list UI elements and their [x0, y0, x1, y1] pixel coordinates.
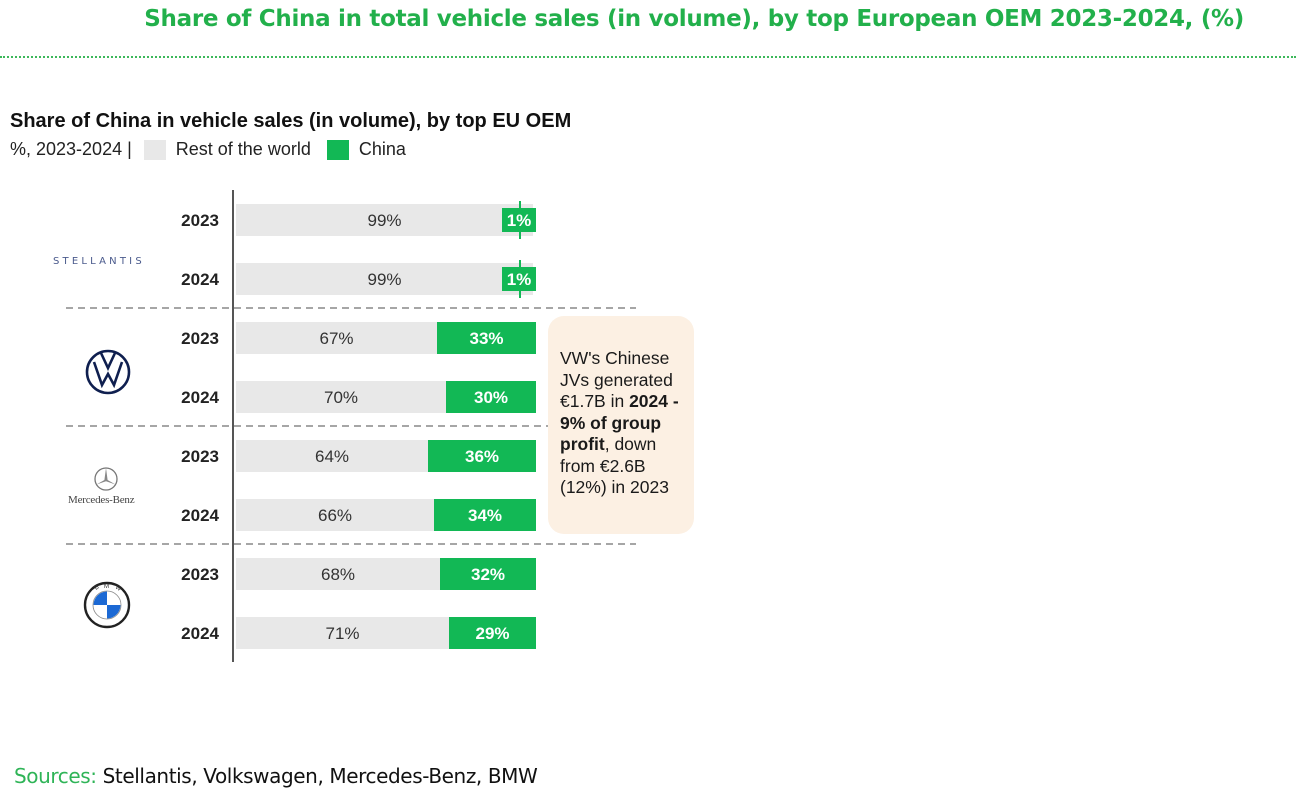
- data-label-china: 29%: [475, 624, 509, 643]
- data-label-rest-of-world: 68%: [321, 565, 355, 584]
- bar-rest-of-world-volkswagen-2024: [236, 381, 446, 413]
- main-title: Share of China in total vehicle sales (i…: [144, 6, 1244, 32]
- data-label-china: 1%: [507, 211, 532, 230]
- sources-label: Sources:: [14, 764, 97, 788]
- callout-text-1: VW's Chinese JVs generated €1.7B in: [560, 348, 673, 411]
- legend-label-rest-of-world: Rest of the world: [175, 139, 311, 159]
- svg-text:B: B: [94, 584, 101, 591]
- data-label-rest-of-world: 66%: [318, 506, 352, 525]
- bar-rest-of-world-stellantis-2023: [236, 204, 533, 236]
- data-label-china: 36%: [465, 447, 499, 466]
- mercedes-benz-logo-icon: [94, 467, 118, 491]
- year-label: 2024: [181, 506, 219, 525]
- svg-text:M: M: [104, 584, 109, 590]
- bar-china-mercedes-benz-2024: [434, 499, 536, 531]
- year-label: 2024: [181, 624, 219, 643]
- year-label: 2024: [181, 270, 219, 289]
- bar-rest-of-world-volkswagen-2023: [236, 322, 437, 354]
- bar-rest-of-world-stellantis-2024: [236, 263, 533, 295]
- bar-rest-of-world-mercedes-benz-2024: [236, 499, 434, 531]
- data-label-rest-of-world: 71%: [325, 624, 359, 643]
- data-label-china: 32%: [471, 565, 505, 584]
- data-label-china: 1%: [507, 270, 532, 289]
- vw-profit-callout: VW's Chinese JVs generated €1.7B in 2024…: [548, 316, 694, 534]
- sources-note: Sources: Stellantis, Volkswagen, Mercede…: [14, 764, 538, 788]
- year-label: 2024: [181, 388, 219, 407]
- data-label-rest-of-world: 99%: [367, 270, 401, 289]
- data-label-china: 34%: [468, 506, 502, 525]
- data-label-rest-of-world: 99%: [367, 211, 401, 230]
- chart-subtitle: %, 2023-2024 |: [10, 139, 132, 159]
- stellantis-logo: STELLANTIS: [53, 256, 145, 267]
- sources-text: Stellantis, Volkswagen, Mercedes-Benz, B…: [96, 764, 538, 788]
- volkswagen-logo-icon: [85, 349, 131, 395]
- bmw-logo-icon: B M W: [83, 581, 131, 629]
- bar-rest-of-world-mercedes-benz-2023: [236, 440, 428, 472]
- bar-china-volkswagen-2024: [446, 381, 536, 413]
- mercedes-benz-logo-text: Mercedes-Benz: [68, 494, 135, 506]
- bar-rest-of-world-bmw-2024: [236, 617, 449, 649]
- data-label-rest-of-world: 67%: [319, 329, 353, 348]
- data-label-china: 30%: [474, 388, 508, 407]
- chart-title: Share of China in vehicle sales (in volu…: [10, 110, 572, 132]
- bar-china-bmw-2023: [440, 558, 536, 590]
- callout-text-bold: 2024 - 9% of group profit: [560, 391, 679, 454]
- year-label: 2023: [181, 329, 219, 348]
- legend-swatch-china: [326, 139, 349, 160]
- bar-china-mercedes-benz-2023: [428, 440, 536, 472]
- bar-china-bmw-2024: [449, 617, 536, 649]
- legend: %, 2023-2024 | Rest of the world China: [10, 139, 406, 160]
- legend-swatch-rest-of-world: [143, 139, 166, 160]
- year-label: 2023: [181, 211, 219, 230]
- data-label-rest-of-world: 64%: [315, 447, 349, 466]
- title-divider: [0, 56, 1296, 58]
- data-label-china: 33%: [469, 329, 503, 348]
- year-label: 2023: [181, 447, 219, 466]
- svg-text:W: W: [114, 585, 122, 593]
- bar-rest-of-world-bmw-2023: [236, 558, 440, 590]
- year-label: 2023: [181, 565, 219, 584]
- callout-text-2: , down from €2.6B (12%) in 2023: [560, 434, 669, 497]
- legend-label-china: China: [358, 139, 406, 159]
- bar-china-volkswagen-2023: [437, 322, 536, 354]
- data-label-rest-of-world: 70%: [324, 388, 358, 407]
